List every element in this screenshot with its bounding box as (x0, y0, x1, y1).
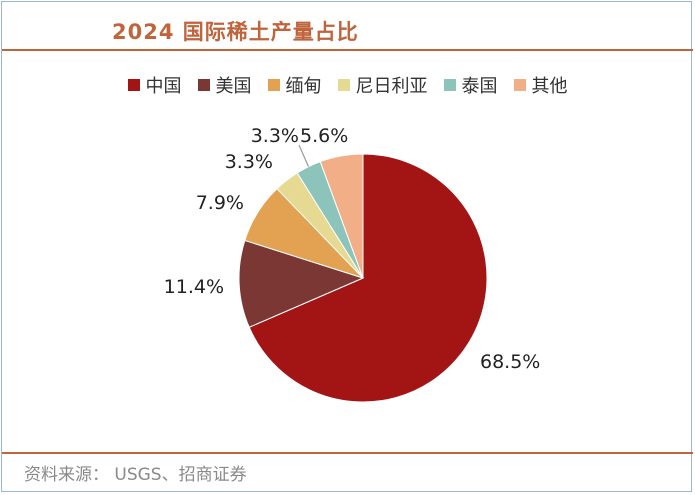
leader-line (298, 144, 309, 167)
legend-swatch (513, 79, 526, 91)
chart-title: 2024 国际稀土产量占比 (112, 20, 359, 44)
slice-label: 3.3% (251, 125, 299, 147)
legend-item: 缅甸 (267, 72, 322, 98)
pie-slice (248, 153, 488, 403)
footer-divider (2, 452, 693, 454)
legend-label: 美国 (215, 76, 252, 97)
title-divider (2, 49, 693, 51)
legend-swatch (337, 79, 350, 91)
slice-label: 5.6% (300, 125, 348, 147)
legend: 中国 美国 缅甸 尼日利亚 泰国 其他 (2, 72, 693, 98)
slice-label: 7.9% (196, 192, 244, 214)
pie-slice (238, 239, 365, 328)
legend-swatch (197, 79, 210, 91)
legend-swatch (127, 79, 140, 91)
slice-label: 3.3% (225, 151, 273, 173)
legend-item: 泰国 (443, 72, 498, 98)
slice-label: 68.5% (480, 351, 540, 373)
legend-swatch (443, 79, 456, 91)
legend-item: 美国 (197, 72, 252, 98)
source-note: 资料来源： USGS、招商证券 (24, 465, 247, 485)
legend-swatch (267, 79, 280, 91)
legend-label: 尼日利亚 (355, 76, 428, 97)
legend-label: 其他 (531, 76, 568, 97)
pie-slice (319, 153, 364, 279)
legend-item: 尼日利亚 (337, 72, 428, 98)
slice-label: 11.4% (164, 276, 224, 298)
legend-label: 缅甸 (285, 76, 322, 97)
legend-label: 泰国 (461, 76, 498, 97)
legend-item: 其他 (513, 72, 568, 98)
legend-label: 中国 (145, 76, 182, 97)
legend-item: 中国 (127, 72, 182, 98)
